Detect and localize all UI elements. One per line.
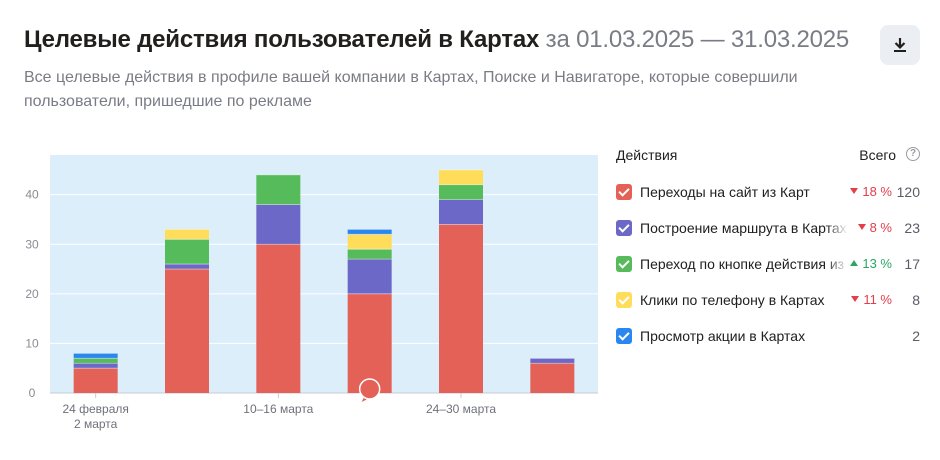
legend-item-change-value: 18 % — [862, 184, 892, 199]
triangle-up-icon — [850, 260, 859, 266]
legend-checkbox[interactable] — [616, 328, 632, 344]
legend-checkbox[interactable] — [616, 292, 632, 308]
y-tick-label: 20 — [25, 287, 39, 301]
bar-segment[interactable]: Переход по кнопке действия из Карт: 1 — [73, 358, 118, 364]
legend-checkbox[interactable] — [616, 184, 632, 200]
x-tick-label: 10–16 марта — [243, 402, 313, 416]
page-subtitle: Все целевые действия в профиле вашей ком… — [24, 69, 798, 110]
stacked-bar-chart: 010203040Переходы на сайт из Карт: 5Пост… — [25, 155, 598, 431]
bar-segment[interactable]: Переходы на сайт из Карт: 5 — [73, 368, 118, 393]
bar-segment[interactable]: Переходы на сайт из Карт: 34 — [439, 224, 483, 393]
bar-segment[interactable]: Построение маршрута в Картах: 1 — [165, 264, 209, 270]
legend-item-change-value: 8 % — [869, 220, 892, 235]
bar-segment[interactable]: Построение маршрута в Картах: 5 — [439, 199, 483, 225]
legend-item-label: Клики по телефону в Картах — [640, 292, 848, 308]
bar-segment[interactable]: Клики по телефону в Картах: 2 — [165, 229, 209, 240]
bar-segment[interactable]: Клики по телефону в Картах: 3 — [439, 169, 483, 185]
bar-segment[interactable]: Построение маршрута в Картах: 1 — [530, 358, 575, 364]
y-tick-label: 0 — [29, 386, 36, 400]
bar-segment[interactable]: Построение маршрута в Картах: 1 — [73, 363, 118, 369]
legend-item[interactable]: Просмотр акции в Картах 2 — [616, 324, 922, 348]
title-text: Целевые действия пользователей в Картах — [24, 26, 540, 53]
legend-total-header: Всего — [859, 147, 896, 163]
legend-checkbox[interactable] — [616, 220, 632, 236]
bar-segment[interactable]: Переход по кнопке действия из Карт: 3 — [439, 184, 483, 200]
bar-segment[interactable]: Просмотр акции в Картах: 1 — [347, 229, 392, 235]
download-button[interactable] — [880, 25, 920, 65]
bar-segment[interactable]: Переход по кнопке действия из Карт: 6 — [256, 174, 301, 205]
legend-checkbox[interactable] — [616, 256, 632, 272]
legend-item-label: Переход по кнопке действия из Карт — [640, 256, 848, 272]
legend-item-change: 8 % — [857, 220, 892, 235]
legend-item-change-value: 13 % — [862, 256, 892, 271]
legend-header: Действия Всего ? — [616, 140, 922, 170]
bar-segment[interactable]: Переход по кнопке действия из Карт: 2 — [347, 249, 392, 260]
bar-segment[interactable]: Клики по телефону в Картах: 3 — [347, 234, 392, 250]
legend-item[interactable]: Переходы на сайт из Карт 18 % 120 — [616, 180, 922, 204]
legend-item-total: 17 — [904, 256, 920, 272]
bar-segment[interactable]: Переходы на сайт из Карт: 6 — [530, 363, 575, 393]
legend-item-total: 23 — [904, 220, 920, 236]
legend-item-total: 8 — [912, 292, 920, 308]
x-tick-label: 2 марта — [74, 417, 118, 431]
bar-segment[interactable]: Переход по кнопке действия из Карт: 5 — [165, 239, 209, 265]
legend-item-total: 120 — [896, 184, 920, 200]
download-icon — [894, 38, 906, 52]
y-tick-label: 10 — [25, 336, 39, 350]
bar-segment[interactable]: Переходы на сайт из Карт: 25 — [165, 269, 209, 393]
bar-segment[interactable]: Переходы на сайт из Карт: 30 — [256, 244, 301, 393]
legend-item[interactable]: Построение маршрута в Картах 8 % 23 — [616, 216, 922, 240]
triangle-down-icon — [850, 188, 859, 194]
help-icon[interactable]: ? — [906, 147, 920, 161]
page-title: Целевые действия пользователей в Картах … — [24, 26, 849, 54]
legend-item-change: 11 % — [851, 292, 892, 307]
legend-item-total: 2 — [912, 328, 920, 344]
bar-segment[interactable]: Переходы на сайт из Карт: 20 — [347, 293, 392, 393]
legend-item-label: Переходы на сайт из Карт — [640, 184, 848, 200]
legend-item-change-value: 11 % — [863, 292, 892, 307]
x-tick-label: 24–30 марта — [426, 402, 496, 416]
legend-actions-header: Действия — [616, 147, 678, 163]
triangle-down-icon — [857, 224, 866, 230]
legend-item-change: 18 % — [850, 184, 892, 199]
bar-segment[interactable]: Построение маршрута в Картах: 8 — [256, 204, 301, 245]
y-tick-label: 40 — [25, 188, 39, 202]
comment-marker-icon[interactable] — [358, 378, 381, 400]
plot-area — [50, 155, 598, 393]
legend: Действия Всего ? Переходы на сайт из Кар… — [616, 140, 922, 344]
legend-item-label: Просмотр акции в Картах — [640, 328, 806, 344]
x-tick-label: 24 февраля — [62, 402, 128, 416]
legend-item[interactable]: Переход по кнопке действия из Карт 13 % 17 — [616, 252, 922, 276]
y-tick-label: 30 — [25, 237, 39, 251]
legend-item-label: Построение маршрута в Картах — [640, 220, 848, 236]
legend-item[interactable]: Клики по телефону в Картах 11 % 8 — [616, 288, 922, 312]
legend-item-change: 13 % — [850, 256, 892, 271]
bar-segment[interactable]: Просмотр акции в Картах: 1 — [73, 353, 118, 359]
triangle-down-icon — [851, 296, 860, 302]
bar-segment[interactable]: Построение маршрута в Картах: 7 — [347, 259, 392, 294]
title-period: за 01.03.2025 — 31.03.2025 — [545, 26, 850, 53]
